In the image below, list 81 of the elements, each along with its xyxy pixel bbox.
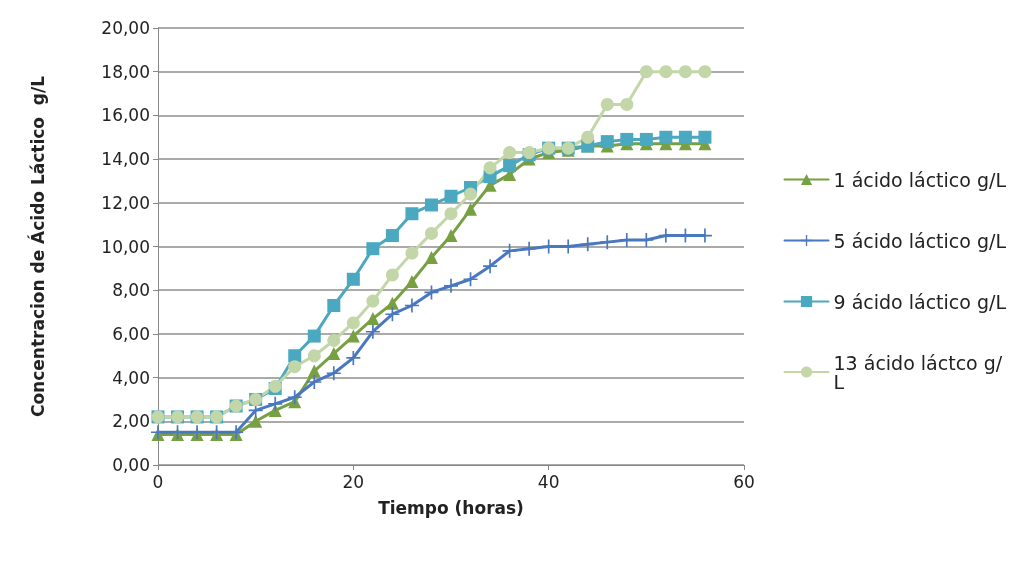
y-tick-label: 10,00: [101, 236, 150, 257]
point: [287, 390, 302, 405]
point: [659, 130, 673, 144]
point: [288, 360, 302, 374]
point: [678, 65, 692, 79]
y-tick-label: 14,00: [101, 149, 150, 170]
y-tick-label: 18,00: [101, 61, 150, 82]
point: [600, 135, 614, 149]
point: [503, 159, 517, 173]
x-axis-title: Tiempo (horas): [378, 497, 524, 518]
point: [698, 130, 712, 144]
x-tick-label: 20: [342, 471, 365, 492]
point: [444, 189, 458, 203]
point: [483, 161, 497, 175]
point: [639, 65, 653, 79]
y-axis-title: Concentracion de Ácido Láctico g/L: [26, 75, 48, 418]
point: [678, 130, 692, 144]
y-tick-label: 4,00: [112, 367, 150, 388]
point: [444, 278, 458, 293]
y-tick-label: 8,00: [112, 280, 150, 301]
point: [365, 324, 380, 339]
point: [405, 274, 419, 288]
point: [405, 246, 419, 260]
point: [698, 65, 712, 79]
legend-label: 13 ácido láctco g/L: [833, 351, 1003, 393]
legend-label: 1 ácido láctico g/L: [833, 168, 1007, 191]
point: [327, 298, 341, 312]
point: [659, 65, 673, 79]
x-tick-label: 60: [733, 471, 755, 492]
point: [327, 347, 341, 361]
point: [249, 414, 263, 428]
point: [307, 349, 321, 363]
y-tick-label: 16,00: [101, 105, 150, 126]
x-tick-label: 0: [152, 471, 164, 492]
y-tick-label: 6,00: [112, 323, 150, 344]
point: [307, 329, 321, 343]
point: [346, 316, 360, 330]
point: [464, 187, 478, 201]
legend-label: 5 ácido láctico g/L: [833, 229, 1007, 252]
point: [346, 329, 360, 343]
point: [385, 268, 399, 282]
point: [600, 235, 615, 250]
point: [639, 132, 653, 146]
point: [366, 242, 380, 256]
y-tick-label: 12,00: [101, 192, 150, 213]
point: [268, 396, 283, 411]
point: [385, 307, 400, 322]
y-tick-label: 2,00: [112, 411, 150, 432]
y-tick-label: 0,00: [112, 455, 150, 475]
point: [346, 350, 361, 365]
point: [463, 272, 478, 287]
point: [366, 294, 380, 308]
point: [444, 229, 458, 243]
point: [620, 97, 634, 111]
point: [326, 366, 341, 381]
point: [522, 241, 537, 256]
point: [327, 333, 341, 347]
point: [385, 296, 399, 310]
point: [346, 272, 360, 286]
point: [424, 250, 438, 264]
y-tick-label: 20,00: [101, 18, 150, 38]
point: [385, 229, 399, 243]
point: [464, 202, 478, 216]
point: [503, 146, 517, 160]
x-tick-label: 40: [537, 471, 560, 492]
legend-label: 9 ácido láctico g/L: [833, 290, 1007, 313]
point: [288, 349, 302, 363]
point: [424, 198, 438, 212]
point: [502, 243, 517, 258]
point: [307, 364, 321, 378]
point: [444, 207, 458, 221]
point: [483, 259, 498, 274]
point: [405, 207, 419, 221]
point: [580, 237, 595, 252]
point: [404, 298, 419, 313]
point: [307, 374, 322, 389]
point: [366, 312, 380, 326]
point: [600, 97, 614, 111]
point: [620, 132, 634, 146]
point: [424, 226, 438, 240]
point: [581, 130, 595, 144]
